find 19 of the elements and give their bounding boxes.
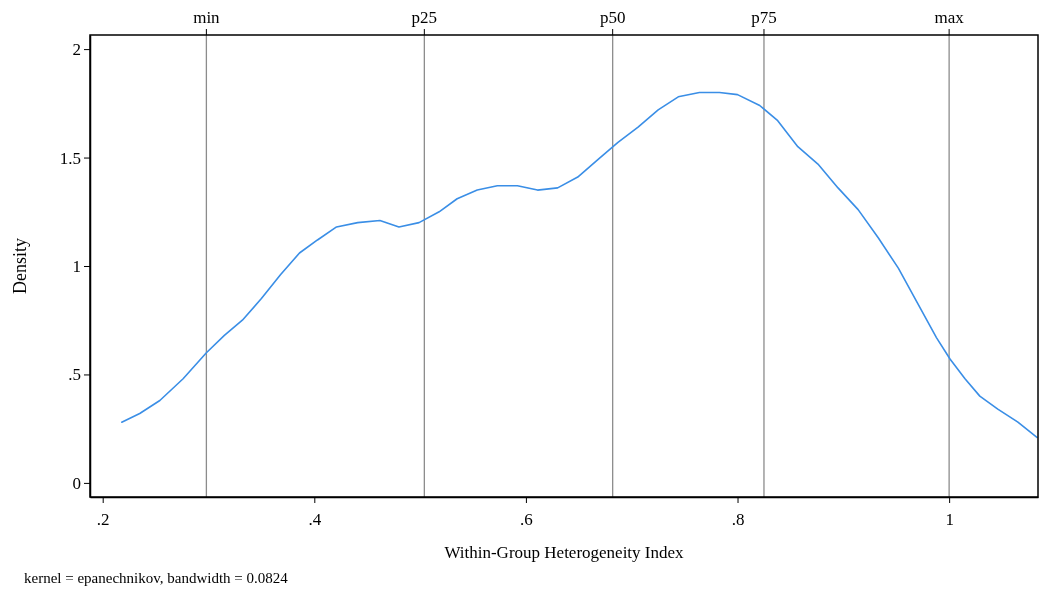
ref-line-label: max xyxy=(934,8,965,27)
x-tick-label: .6 xyxy=(520,509,533,529)
ref-line-label: p50 xyxy=(599,8,626,27)
y-tick-label: 1.5 xyxy=(59,148,81,168)
y-tick-label: 1 xyxy=(72,256,81,276)
ref-line-label: min xyxy=(193,8,221,27)
text: kernel = epanechnikov, bandwidth = 0.0824 xyxy=(24,570,289,586)
line-series xyxy=(120,91,1038,439)
x-tick-label: 1 xyxy=(945,509,954,529)
ref-line-label: p75 xyxy=(751,8,777,27)
ref-line-label: p25 xyxy=(411,8,438,27)
y-tick-label: .5 xyxy=(68,365,81,385)
y-axis-title: Density xyxy=(10,238,30,294)
y-tick-label: 0 xyxy=(72,473,81,493)
x-axis-title: Within-Group Heterogeneity Index xyxy=(444,543,685,562)
x-tick-label: .8 xyxy=(731,509,745,529)
x-tick-label: .4 xyxy=(308,509,322,529)
x-tick-label: .2 xyxy=(96,509,110,529)
y-tick-label: 2 xyxy=(72,40,81,60)
